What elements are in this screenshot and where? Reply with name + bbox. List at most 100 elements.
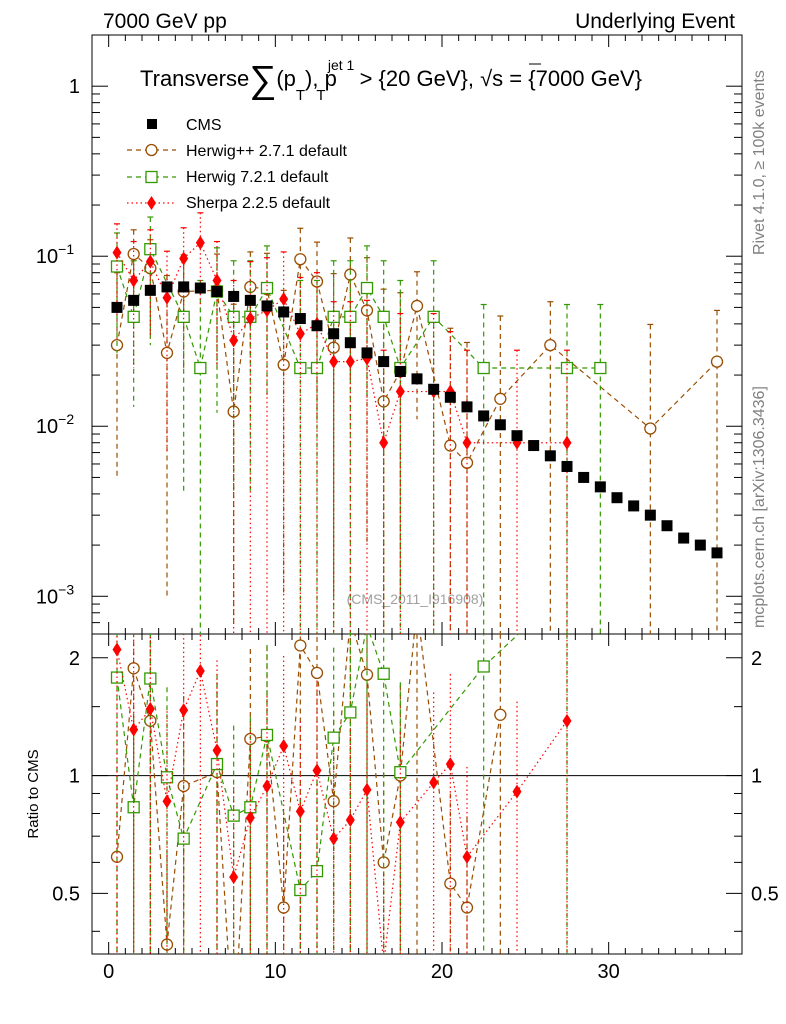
point-cms <box>594 481 606 493</box>
ratio-point-herwig7 <box>260 728 274 742</box>
point-sherpa <box>345 354 355 369</box>
ratio-point-sherpa <box>129 722 139 737</box>
ratio-point-herwig7 <box>344 706 357 719</box>
point-cms <box>428 383 440 395</box>
series-sherpa <box>112 212 572 634</box>
point-cms <box>244 294 256 306</box>
point-cms <box>344 337 356 349</box>
series-line-herwig7 <box>116 247 601 371</box>
legend: CMS Herwig++ 2.7.1 default Herwig 7.2.1 … <box>127 117 348 212</box>
point-herwig7 <box>360 281 374 295</box>
point-cms <box>278 306 290 318</box>
point-sherpa <box>179 251 189 266</box>
point-herwigpp <box>294 253 307 266</box>
rivet-label: Rivet 4.1.0, ≥ 100k events <box>751 70 768 255</box>
point-sherpa <box>245 311 255 326</box>
ratio-point-sherpa <box>279 739 289 753</box>
ratio-point-herwig7 <box>477 660 490 673</box>
point-cms <box>311 320 323 332</box>
point-sherpa <box>329 354 339 369</box>
series-line-sherpa <box>116 241 567 446</box>
ratio-point-herwig7 <box>327 731 340 744</box>
ratio-point-sherpa <box>312 763 322 778</box>
point-cms <box>561 460 573 472</box>
legend-marker-cms <box>147 119 157 129</box>
ratio-point-sherpa <box>162 794 172 809</box>
ratio-point-sherpa <box>179 703 189 718</box>
point-cms <box>211 286 223 298</box>
point-sherpa <box>562 435 572 450</box>
ratio-point-sherpa <box>395 815 405 830</box>
ratio-y-tick-label: 2 <box>69 648 80 670</box>
point-herwig7 <box>177 310 190 323</box>
point-cms <box>194 282 206 294</box>
ratio-point-sherpa <box>562 713 572 728</box>
legend-marker-sherpa <box>147 196 156 210</box>
point-herwig7 <box>260 281 274 295</box>
point-cms <box>178 281 190 293</box>
point-sherpa <box>462 435 472 450</box>
point-cms <box>411 373 423 385</box>
ratio-y-tick-label-right: 1 <box>751 766 762 788</box>
ratio-point-sherpa <box>445 757 455 772</box>
point-sherpa <box>395 384 405 399</box>
ratio-point-sherpa <box>462 849 472 864</box>
ratio-line-herwig7 <box>116 634 520 892</box>
point-cms <box>678 532 690 544</box>
ratio-point-herwigpp <box>494 708 507 721</box>
ratio-point-sherpa <box>145 701 155 716</box>
ratio-series-herwig7 <box>110 634 568 954</box>
ratio-point-sherpa <box>329 831 339 846</box>
point-cms <box>328 328 340 340</box>
header-left: 7000 GeV pp <box>103 10 227 33</box>
point-cms <box>494 419 506 431</box>
point-sherpa <box>279 292 289 307</box>
y-tick-label: 10−2 <box>36 411 74 438</box>
point-sherpa <box>212 273 222 288</box>
legend-label-sherpa: Sherpa 2.2.5 default <box>186 195 331 212</box>
series-line-herwigpp <box>116 252 718 464</box>
point-herwigpp <box>410 299 424 313</box>
ratio-point-sherpa <box>429 775 439 790</box>
point-cms <box>528 440 540 452</box>
point-cms <box>128 294 140 306</box>
ratio-point-herwigpp <box>310 666 324 680</box>
legend-entry-sherpa: Sherpa 2.2.5 default <box>127 195 331 212</box>
point-cms <box>261 300 273 312</box>
point-cms <box>228 290 240 302</box>
point-sherpa <box>229 333 239 348</box>
ratio-point-herwigpp <box>444 877 457 890</box>
point-herwigpp <box>644 422 657 435</box>
ratio-point-sherpa <box>295 804 305 819</box>
point-herwigpp <box>127 247 140 261</box>
point-cms <box>611 492 623 504</box>
y-tick-label: 1 <box>69 76 80 98</box>
point-cms <box>394 365 406 377</box>
point-sherpa <box>129 273 139 288</box>
ratio-y-tick-label-right: 0.5 <box>751 883 779 905</box>
series-cms <box>111 281 723 559</box>
point-sherpa <box>379 435 389 450</box>
point-herwig7 <box>477 361 490 375</box>
ratio-point-herwig7 <box>177 832 190 845</box>
point-herwig7 <box>377 310 390 323</box>
legend-marker-herwigpp <box>145 143 158 157</box>
analysis-watermark: (CMS_2011_I916908) <box>347 591 484 607</box>
point-cms <box>111 301 123 313</box>
point-sherpa <box>145 254 155 269</box>
point-herwig7 <box>427 310 440 323</box>
ratio-point-sherpa <box>512 784 522 799</box>
point-herwig7 <box>194 361 207 375</box>
point-sherpa <box>162 290 172 305</box>
legend-entry-herwig7: Herwig 7.2.1 default <box>127 169 329 186</box>
y-tick-label: 10−1 <box>36 241 74 268</box>
point-cms <box>478 410 490 422</box>
legend-entry-herwigpp: Herwig++ 2.7.1 default <box>127 143 348 160</box>
ratio-point-sherpa <box>379 957 388 971</box>
ratio-series-sherpa <box>112 634 572 971</box>
ratio-point-sherpa <box>262 779 272 794</box>
legend-label-herwig7: Herwig 7.2.1 default <box>186 169 329 186</box>
series-herwig7 <box>110 216 607 634</box>
ratio-y-tick-label: 0.5 <box>52 883 80 905</box>
